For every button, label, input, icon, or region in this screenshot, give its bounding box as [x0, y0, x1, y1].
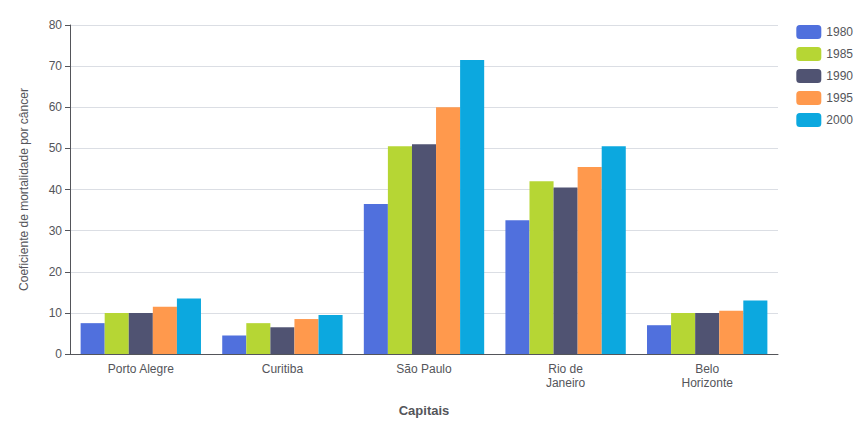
svg-text:1995: 1995 — [826, 91, 853, 105]
svg-text:20: 20 — [49, 265, 63, 279]
svg-text:10: 10 — [49, 306, 63, 320]
svg-text:2000: 2000 — [826, 113, 853, 127]
svg-text:Curitiba: Curitiba — [262, 362, 304, 376]
svg-text:50: 50 — [49, 141, 63, 155]
svg-text:1985: 1985 — [826, 47, 853, 61]
svg-text:Horizonte: Horizonte — [682, 376, 734, 390]
svg-text:70: 70 — [49, 59, 63, 73]
svg-text:Coeficiente de mortalidade por: Coeficiente de mortalidade por câncer — [17, 88, 31, 291]
svg-text:60: 60 — [49, 100, 63, 114]
svg-text:Porto Alegre: Porto Alegre — [108, 362, 174, 376]
svg-text:30: 30 — [49, 224, 63, 238]
svg-text:Belo: Belo — [695, 362, 719, 376]
svg-text:Capitais: Capitais — [399, 403, 450, 418]
svg-text:Rio de: Rio de — [548, 362, 583, 376]
svg-text:1980: 1980 — [826, 25, 853, 39]
svg-text:0: 0 — [55, 347, 62, 361]
svg-text:São Paulo: São Paulo — [396, 362, 452, 376]
svg-text:Janeiro: Janeiro — [546, 376, 586, 390]
svg-text:1990: 1990 — [826, 69, 853, 83]
svg-text:80: 80 — [49, 18, 63, 32]
svg-text:40: 40 — [49, 183, 63, 197]
